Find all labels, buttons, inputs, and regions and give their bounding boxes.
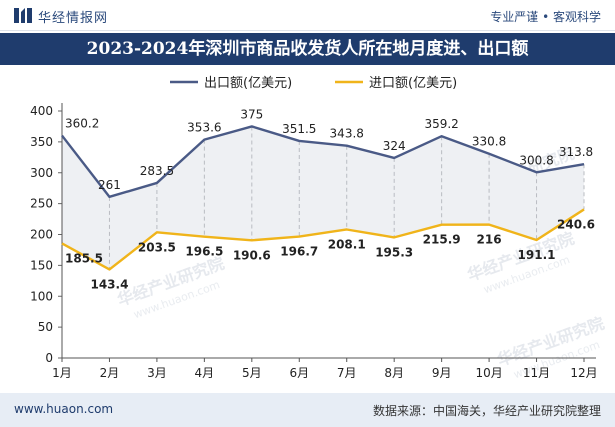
export-data-label: 343.8 xyxy=(330,127,364,141)
x-tick-label: 5月 xyxy=(242,366,262,380)
y-tick-label: 400 xyxy=(30,104,53,118)
legend-import-label: 进口额(亿美元) xyxy=(369,76,457,91)
footer-bar: www.huaon.com 数据来源：中国海关，华经产业研究院整理 xyxy=(0,393,615,427)
export-data-label: 283.5 xyxy=(140,164,174,178)
import-data-label: 143.4 xyxy=(90,277,128,291)
export-data-label: 300.8 xyxy=(519,153,553,167)
x-tick-label: 3月 xyxy=(147,366,167,380)
export-data-label: 324 xyxy=(383,139,406,153)
y-tick-label: 200 xyxy=(30,228,53,242)
x-tick-label: 10月 xyxy=(475,366,502,380)
website-url[interactable]: www.huaon.com xyxy=(14,402,114,416)
import-data-label: 215.9 xyxy=(423,233,461,247)
line-chart: 华经产业研究院www.huaon.com华经产业研究院www.huaon.com… xyxy=(30,76,607,381)
brand-logo-icon xyxy=(14,8,32,23)
y-tick-label: 50 xyxy=(38,320,53,334)
x-tick-label: 4月 xyxy=(195,366,215,380)
chart-title: 2023-2024年深圳市商品收发货人所在地月度进、出口额 xyxy=(0,33,615,65)
import-series-line xyxy=(61,208,585,271)
x-tick-label: 11月 xyxy=(523,366,550,380)
x-tick-label: 1月 xyxy=(52,366,72,380)
x-tick-label: 6月 xyxy=(289,366,309,380)
y-tick-label: 300 xyxy=(30,166,53,180)
legend-export-label: 出口额(亿美元) xyxy=(204,76,292,91)
y-tick-label: 100 xyxy=(30,289,53,303)
export-series-line xyxy=(61,125,585,199)
y-tick-label: 150 xyxy=(30,258,53,272)
x-tick-label: 12月 xyxy=(570,366,597,380)
export-data-label: 313.8 xyxy=(559,145,593,159)
export-data-label: 360.2 xyxy=(65,117,99,131)
export-data-label: 353.6 xyxy=(187,121,221,135)
area-between-series xyxy=(62,126,584,270)
top-bar: 华经情报网 专业严谨 • 客观科学 xyxy=(0,0,615,31)
x-tick-label: 9月 xyxy=(432,366,452,380)
import-data-label: 208.1 xyxy=(328,237,366,251)
import-data-label: 196.5 xyxy=(185,245,223,259)
x-tick-label: 2月 xyxy=(100,366,120,380)
import-data-label: 196.7 xyxy=(280,245,318,259)
export-data-label: 261 xyxy=(98,178,121,192)
y-tick-label: 350 xyxy=(30,135,53,149)
export-data-label: 375 xyxy=(240,107,263,121)
export-data-label: 330.8 xyxy=(472,135,506,149)
y-tick-label: 0 xyxy=(45,351,53,365)
x-tick-label: 7月 xyxy=(337,366,357,380)
tagline: 专业严谨 • 客观科学 xyxy=(490,10,601,24)
y-tick-label: 250 xyxy=(30,197,53,211)
import-data-label: 216 xyxy=(477,233,502,247)
data-source: 数据来源：中国海关，华经产业研究院整理 xyxy=(372,404,601,418)
import-data-label: 240.6 xyxy=(557,217,595,231)
import-data-label: 190.6 xyxy=(233,248,271,262)
brand-name: 华经情报网 xyxy=(38,11,109,26)
export-data-label: 351.5 xyxy=(282,122,316,136)
export-data-label: 359.2 xyxy=(424,117,458,131)
import-data-label: 185.5 xyxy=(65,251,103,265)
import-data-label: 191.1 xyxy=(518,248,556,262)
import-data-label: 195.3 xyxy=(375,245,413,259)
x-tick-label: 8月 xyxy=(384,366,404,380)
import-data-label: 203.5 xyxy=(138,240,176,254)
